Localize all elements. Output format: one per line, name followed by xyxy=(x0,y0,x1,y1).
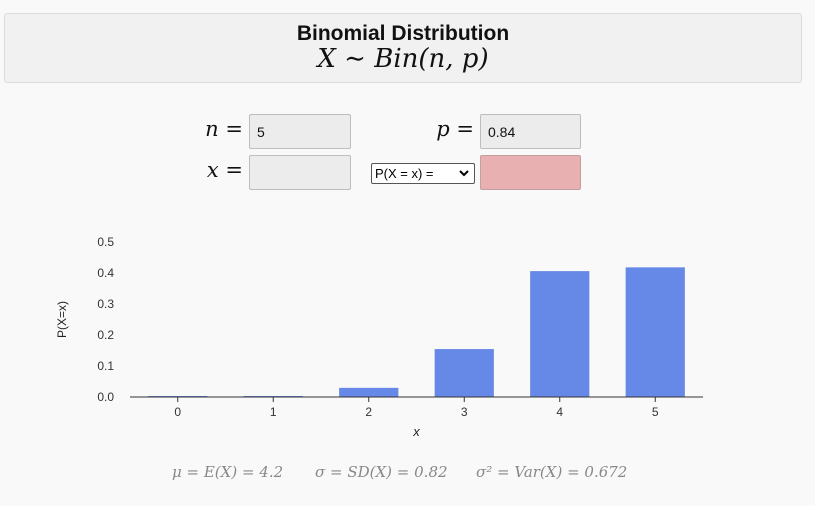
x-axis-label: x xyxy=(412,424,420,439)
bar-4[interactable] xyxy=(530,271,590,397)
mean-stat: μ = E(X) = 4.2 xyxy=(172,463,284,481)
n-equals: = xyxy=(225,117,243,141)
bar-series xyxy=(148,267,685,397)
distribution-formula: X ∼ Bin(n, p) xyxy=(317,44,489,74)
x-symbol: x xyxy=(206,158,219,182)
x-label: x = xyxy=(193,158,243,182)
bar-2[interactable] xyxy=(339,387,399,397)
x-tick-label: 5 xyxy=(652,405,659,419)
y-tick-label: 0.5 xyxy=(97,235,114,249)
page-title: Binomial Distribution xyxy=(296,22,510,45)
probability-mode-select[interactable]: P(X = x) = xyxy=(371,163,475,184)
x-axis-ticks: 0 1 2 3 4 5 xyxy=(174,397,659,419)
variance-stat: σ² = Var(X) = 0.672 xyxy=(476,463,628,481)
p-equals: = xyxy=(456,117,474,141)
x-tick-label: 1 xyxy=(270,405,277,419)
probability-bar-chart: 0.0 0.1 0.2 0.3 0.4 0.5 0 1 2 3 4 5 P(X=x) x xyxy=(55,235,703,439)
y-tick-label: 0.0 xyxy=(97,390,114,404)
result-output xyxy=(480,155,581,190)
x-tick-label: 4 xyxy=(556,405,563,419)
y-axis-ticks: 0.0 0.1 0.2 0.3 0.4 0.5 xyxy=(97,235,114,404)
p-symbol: p xyxy=(436,117,450,141)
n-symbol: n xyxy=(205,117,219,141)
p-input[interactable] xyxy=(480,114,581,149)
chevron-down-icon xyxy=(459,170,469,177)
x-equals: = xyxy=(225,158,243,182)
x-tick-label: 2 xyxy=(365,405,372,419)
sd-stat: σ = SD(X) = 0.82 xyxy=(315,463,448,481)
y-axis-label: P(X=x) xyxy=(55,301,69,338)
bar-3[interactable] xyxy=(434,349,494,397)
y-tick-label: 0.4 xyxy=(97,266,114,280)
y-tick-label: 0.1 xyxy=(97,359,114,373)
x-input[interactable] xyxy=(249,155,351,190)
n-label: n = xyxy=(193,117,243,141)
x-tick-label: 0 xyxy=(174,405,181,419)
probability-mode-value: P(X = x) = xyxy=(375,166,434,181)
y-tick-label: 0.3 xyxy=(97,297,114,311)
p-label: p = xyxy=(424,117,474,141)
bar-5[interactable] xyxy=(625,267,685,397)
y-tick-label: 0.2 xyxy=(97,328,114,342)
n-input[interactable] xyxy=(249,114,351,149)
x-tick-label: 3 xyxy=(461,405,468,419)
title-panel: Binomial Distribution X ∼ Bin(n, p) xyxy=(4,13,802,83)
